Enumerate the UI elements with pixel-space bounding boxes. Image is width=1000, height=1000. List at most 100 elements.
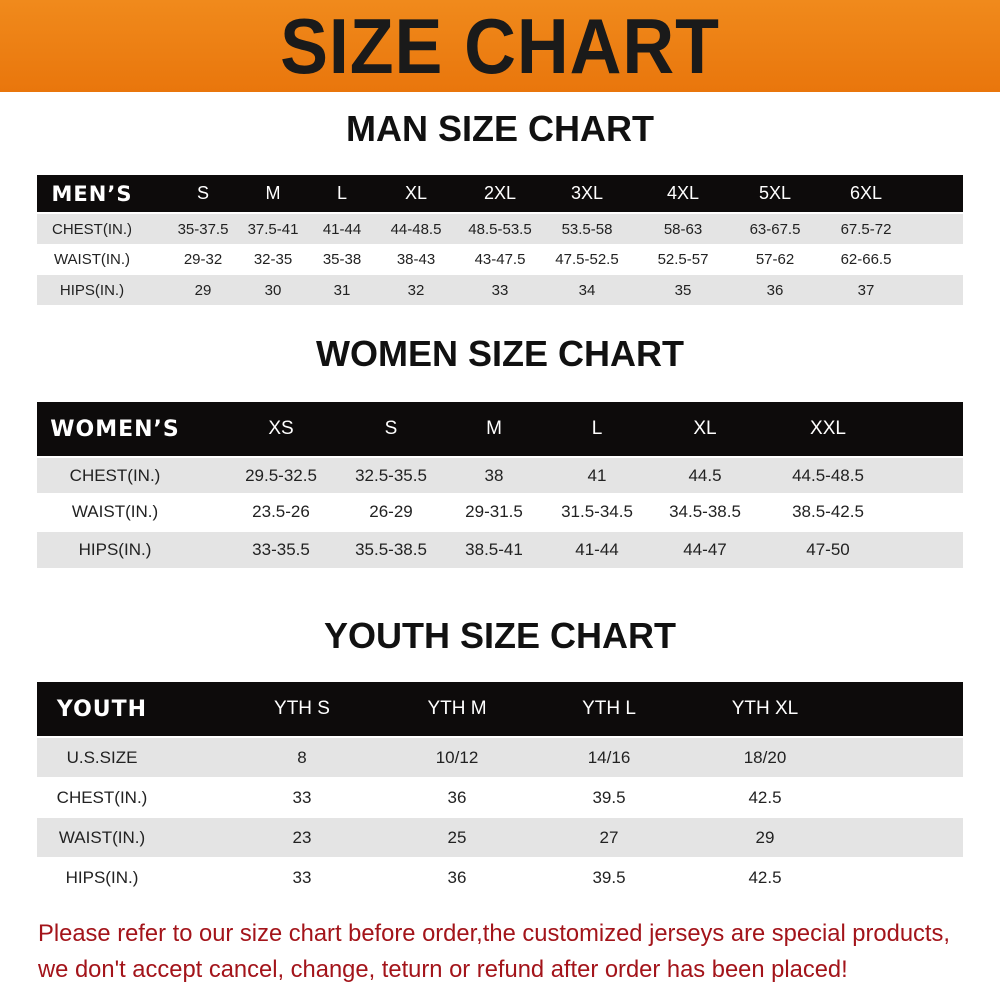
table-row: WAIST(IN.) 23 25 27 29 — [37, 818, 963, 857]
size-value: 58-63 — [663, 220, 703, 238]
size-value: 62-66.5 — [840, 251, 892, 268]
size-value: 35 — [674, 281, 692, 299]
size-value: 41-44 — [575, 540, 619, 559]
size-value: 42.5 — [748, 867, 782, 887]
size-value: 25 — [447, 827, 467, 847]
size-value: 33-35.5 — [252, 540, 310, 559]
title-banner: SIZE CHART — [0, 0, 1000, 92]
size-value: 44-47 — [683, 540, 727, 559]
table-row: CHEST(IN.) 35-37.5 37.5-41 41-44 44-48.5 48.5… — [37, 214, 963, 244]
header-row: WOMEN’S XS S M L XL XXL — [37, 402, 963, 456]
size-value: 31 — [333, 281, 351, 299]
measure-label: HIPS(IN.) — [59, 281, 125, 299]
size-header: S — [196, 183, 210, 203]
size-header: YTH L — [582, 698, 636, 719]
size-value: 43-47.5 — [474, 251, 526, 268]
measure-label: U.S.SIZE — [66, 747, 138, 767]
size-header: YTH M — [427, 698, 487, 719]
size-value: 48.5-53.5 — [468, 220, 532, 238]
size-header: XL — [404, 183, 428, 203]
size-value: 29 — [755, 827, 775, 847]
size-header: M — [265, 183, 281, 203]
size-value: 33 — [491, 281, 509, 299]
measure-label: CHEST(IN.) — [52, 220, 132, 238]
table-row: HIPS(IN.) 33-35.5 35.5-38.5 38.5-41 41-44 44-… — [37, 532, 963, 568]
size-value: 44-48.5 — [390, 220, 442, 238]
size-value: 35.5-38.5 — [355, 540, 427, 559]
size-header: YTH S — [274, 698, 330, 719]
size-header: 6XL — [849, 183, 883, 203]
size-value: 63-67.5 — [749, 220, 801, 238]
size-value: 47-50 — [806, 540, 850, 559]
table-title-cell: YOUTH — [56, 696, 148, 722]
size-header: YTH XL — [731, 698, 799, 719]
size-value: 33 — [292, 867, 312, 887]
size-value: 44.5-48.5 — [792, 465, 864, 485]
youth-section-title: YOUTH SIZE CHART — [323, 615, 676, 656]
size-header: L — [336, 183, 348, 203]
size-value: 38.5-41 — [465, 540, 523, 559]
size-value: 14/16 — [587, 747, 631, 767]
size-header: 2XL — [483, 183, 517, 203]
size-value: 29-32 — [183, 251, 223, 268]
table-row: U.S.SIZE 8 10/12 14/16 18/20 — [37, 738, 963, 777]
women-section-title: WOMEN SIZE CHART — [316, 333, 684, 374]
size-value: 39.5 — [592, 788, 626, 807]
measure-label: CHEST(IN.) — [69, 465, 161, 485]
size-value: 27 — [599, 827, 619, 847]
measure-label: WAIST(IN.) — [71, 502, 159, 521]
size-value: 37 — [857, 281, 875, 299]
size-value: 42.5 — [748, 788, 782, 807]
measure-label: WAIST(IN.) — [53, 251, 131, 268]
size-value: 37.5-41 — [247, 220, 299, 238]
table-row: WAIST(IN.) 29-32 32-35 35-38 38-43 43-47.5 47.… — [37, 245, 963, 274]
size-value: 44.5 — [688, 465, 722, 485]
size-header: S — [384, 418, 398, 439]
table-title-cell: MEN’S — [51, 181, 133, 206]
table-title-cell: WOMEN’S — [50, 416, 180, 442]
size-value: 67.5-72 — [840, 220, 892, 238]
size-value: 29-31.5 — [465, 502, 523, 521]
notice-line-1: Please refer to our size chart before or… — [38, 920, 950, 947]
size-value: 34.5-38.5 — [669, 502, 741, 521]
size-value: 18/20 — [743, 747, 787, 767]
size-value: 34 — [578, 281, 596, 299]
measure-label: CHEST(IN.) — [56, 788, 148, 807]
size-header: M — [486, 418, 502, 439]
size-value: 36 — [447, 788, 467, 807]
size-value: 33 — [292, 788, 312, 807]
size-header: XL — [693, 418, 717, 439]
size-value: 41-44 — [322, 220, 362, 238]
size-value: 26-29 — [369, 502, 413, 521]
measure-label: WAIST(IN.) — [58, 827, 146, 847]
size-header: XXL — [810, 418, 846, 439]
size-value: 29.5-32.5 — [245, 465, 317, 485]
size-header: 5XL — [758, 183, 792, 203]
size-value: 30 — [264, 281, 282, 299]
table-row: WAIST(IN.) 23.5-26 26-29 29-31.5 31.5-34.5 34… — [37, 494, 963, 530]
size-header: L — [591, 418, 603, 439]
size-value: 31.5-34.5 — [561, 502, 633, 521]
page-title: SIZE CHART — [280, 2, 720, 90]
header-row: MEN’S S M L XL 2XL 3XL 4XL 5XL 6XL — [37, 175, 963, 212]
size-value: 38 — [484, 465, 504, 485]
size-value: 38-43 — [396, 251, 436, 268]
measure-label: HIPS(IN.) — [78, 540, 152, 559]
notice-line-2: we don't accept cancel, change, teturn o… — [38, 956, 848, 983]
size-value: 57-62 — [755, 251, 795, 268]
size-value: 38.5-42.5 — [792, 502, 864, 521]
size-value: 35-37.5 — [177, 220, 229, 238]
size-value: 29 — [194, 281, 212, 299]
size-value: 23 — [292, 827, 312, 847]
size-value: 35-38 — [322, 251, 362, 268]
size-value: 36 — [447, 867, 467, 887]
size-value: 36 — [766, 281, 784, 299]
size-value: 23.5-26 — [252, 502, 310, 521]
men-section-title: MAN SIZE CHART — [346, 108, 654, 149]
size-value: 32-35 — [253, 251, 293, 268]
size-value: 32 — [407, 281, 425, 299]
header-row: YOUTH YTH S YTH M YTH L YTH XL — [37, 682, 963, 736]
size-header: 3XL — [570, 183, 604, 203]
measure-label: HIPS(IN.) — [65, 867, 139, 887]
size-value: 47.5-52.5 — [555, 251, 619, 268]
